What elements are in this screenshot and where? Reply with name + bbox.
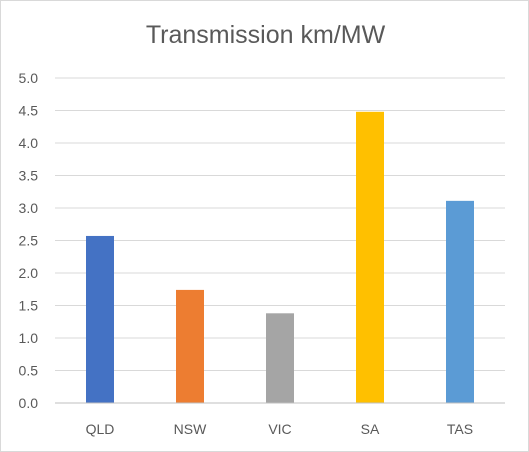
bar-qld: [86, 235, 114, 403]
x-tick-label-sa: SA: [361, 421, 380, 437]
y-tick-label: 2.0: [19, 265, 39, 281]
bars: [86, 111, 474, 404]
x-tick-label-qld: QLD: [86, 421, 115, 437]
x-tick-label-tas: TAS: [447, 421, 473, 437]
y-tick-label: 0.0: [19, 395, 39, 411]
y-tick-label: 4.0: [19, 135, 39, 151]
y-tick-label: 1.0: [19, 330, 39, 346]
y-tick-label: 5.0: [19, 70, 39, 86]
bar-tas: [446, 200, 474, 403]
y-tick-label: 1.5: [19, 298, 39, 314]
y-tick-label: 0.5: [19, 363, 39, 379]
y-tick-label: 3.5: [19, 168, 39, 184]
chart-title: Transmission km/MW: [145, 21, 386, 49]
y-axis-ticks: 0.0 0.5 1.0 1.5 2.0 2.5 3.0 3.5 4.0 4.5 5.0: [19, 70, 39, 411]
x-tick-label-vic: VIC: [268, 421, 291, 437]
y-tick-label: 3.0: [19, 200, 39, 216]
bar-sa: [356, 111, 384, 404]
x-axis-ticks: QLD NSW VIC SA TAS: [86, 421, 474, 437]
bar-vic: [266, 313, 294, 403]
y-tick-label: 4.5: [19, 103, 39, 119]
bar-nsw: [176, 289, 204, 403]
x-tick-label-nsw: NSW: [174, 421, 207, 437]
y-tick-label: 2.5: [19, 233, 39, 249]
gridlines: [55, 77, 505, 371]
